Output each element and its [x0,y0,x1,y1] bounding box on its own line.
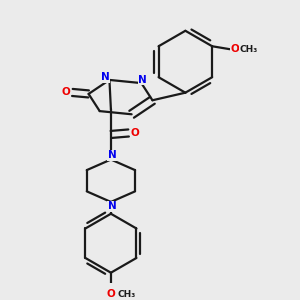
Text: N: N [139,75,147,85]
Text: O: O [61,88,70,98]
Text: N: N [100,72,109,82]
Text: CH₃: CH₃ [239,45,257,54]
Text: O: O [231,44,239,54]
Text: O: O [131,128,140,138]
Text: N: N [108,201,117,212]
Text: O: O [106,289,115,299]
Text: N: N [108,150,117,160]
Text: CH₃: CH₃ [118,290,136,299]
